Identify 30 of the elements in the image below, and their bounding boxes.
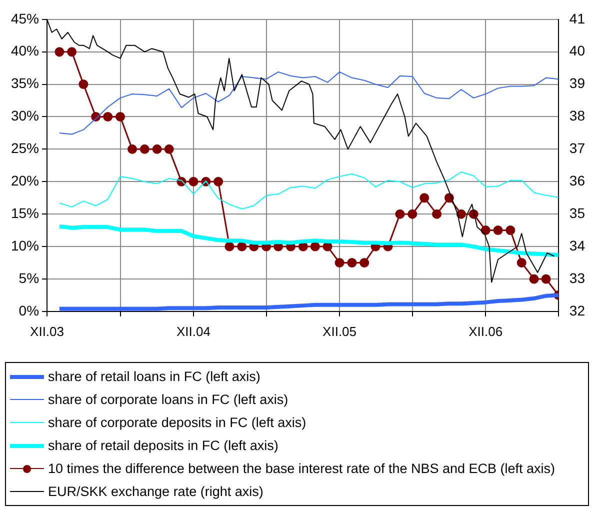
y-tick-label: 45% bbox=[10, 10, 40, 26]
y2-tick-label: 36 bbox=[569, 172, 586, 188]
y2-tick-label: 33 bbox=[569, 270, 586, 286]
x-tick-label: XII.04 bbox=[176, 324, 210, 339]
y2-tick-label: 34 bbox=[569, 237, 586, 254]
y2-tick-label: 41 bbox=[569, 10, 586, 26]
y2-tick-label: 40 bbox=[569, 42, 586, 59]
y-tick-label: 10% bbox=[10, 237, 40, 254]
y2-tick-label: 35 bbox=[569, 204, 586, 221]
legend-label: EUR/SKK exchange rate (right axis) bbox=[48, 484, 264, 499]
y-tick-label: 20% bbox=[10, 172, 40, 188]
x-tick-label: XII.05 bbox=[322, 324, 357, 339]
y-tick-label: 30% bbox=[10, 108, 40, 124]
y-tick-label: 0% bbox=[18, 302, 40, 318]
x-tick-label: XII.06 bbox=[468, 324, 503, 339]
y2-tick-label: 32 bbox=[569, 302, 586, 318]
y-tick-label: 15% bbox=[10, 204, 40, 221]
y-tick-label: 40% bbox=[10, 42, 40, 59]
legend-label: share of corporate loans in FC (left axis) bbox=[48, 392, 288, 407]
y2-tick-label: 38 bbox=[569, 108, 586, 124]
y-tick-label: 5% bbox=[18, 270, 40, 286]
legend-label: share of retail loans in FC (left axis) bbox=[48, 369, 260, 384]
legend-label: 10 times the difference between the base interest rate of the NBS and ECB (left axis) bbox=[48, 461, 556, 476]
y2-tick-label: 39 bbox=[569, 75, 586, 92]
legend-label: share of retail deposits in FC (left axis) bbox=[48, 438, 278, 453]
x-tick-label: XII.03 bbox=[30, 324, 64, 339]
legend-label: share of corporate deposits in FC (left axis) bbox=[48, 415, 306, 430]
y-tick-label: 35% bbox=[10, 75, 40, 92]
y2-tick-label: 37 bbox=[569, 140, 586, 156]
y-tick-label: 25% bbox=[10, 140, 40, 156]
